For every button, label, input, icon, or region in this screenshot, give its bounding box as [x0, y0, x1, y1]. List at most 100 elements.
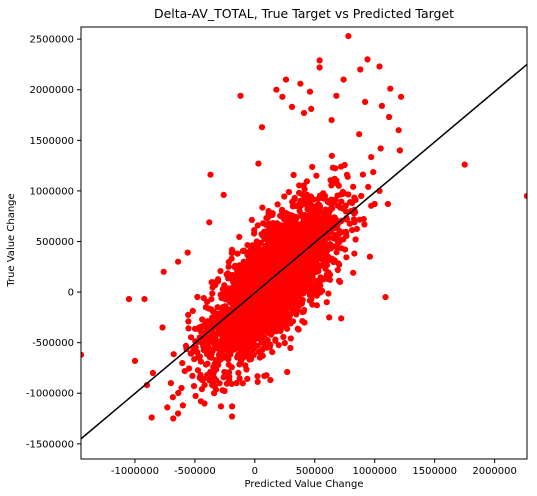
- data-point: [234, 333, 241, 340]
- outlier-point: [377, 145, 384, 152]
- data-point: [347, 199, 354, 206]
- outlier-point: [167, 380, 174, 387]
- data-point: [256, 321, 263, 328]
- data-point: [310, 244, 317, 251]
- data-point: [237, 282, 244, 289]
- data-point: [271, 229, 278, 236]
- data-point: [296, 221, 303, 228]
- outlier-point: [395, 127, 402, 134]
- data-point: [235, 273, 242, 280]
- plot-area: [80, 26, 528, 460]
- x-tick-label: 1000000: [352, 466, 397, 477]
- data-point: [342, 246, 349, 253]
- outlier-point: [149, 369, 156, 377]
- data-point: [241, 316, 248, 323]
- data-point: [215, 315, 222, 322]
- data-point: [269, 349, 276, 356]
- data-point: [256, 354, 263, 361]
- data-point: [285, 271, 292, 278]
- data-point: [296, 280, 303, 287]
- data-point: [220, 374, 227, 381]
- data-point: [295, 303, 302, 310]
- data-point: [236, 375, 243, 382]
- data-point: [263, 267, 270, 274]
- outlier-point: [229, 403, 236, 410]
- data-point: [264, 336, 271, 343]
- outlier-point: [351, 250, 358, 257]
- data-point: [278, 320, 285, 327]
- data-point: [239, 380, 246, 387]
- reference-line-group: [81, 63, 527, 440]
- data-point: [251, 308, 259, 315]
- data-point: [278, 222, 285, 229]
- data-point: [209, 290, 216, 297]
- data-point: [229, 291, 236, 298]
- outlier-point: [323, 299, 330, 306]
- data-point: [211, 330, 218, 337]
- data-point: [352, 236, 359, 243]
- data-point: [247, 258, 254, 265]
- outlier-point: [300, 109, 308, 117]
- data-point: [228, 380, 235, 387]
- data-point: [282, 235, 289, 242]
- data-point: [226, 322, 233, 329]
- data-point: [326, 271, 334, 278]
- outlier-point: [258, 124, 266, 131]
- data-point: [229, 346, 236, 353]
- data-point: [222, 341, 229, 349]
- data-point: [254, 378, 261, 385]
- data-point: [309, 163, 316, 170]
- outlier-point: [273, 86, 280, 93]
- data-point: [219, 286, 226, 293]
- data-point: [205, 350, 212, 358]
- data-point: [253, 281, 260, 288]
- data-point: [229, 341, 236, 348]
- y-axis-label: True Value Change: [6, 193, 17, 287]
- outlier-point: [267, 377, 274, 384]
- data-point: [233, 380, 240, 387]
- data-point: [197, 358, 204, 365]
- outlier-point: [523, 192, 527, 200]
- data-point: [225, 263, 232, 270]
- outlier-point: [356, 131, 363, 138]
- data-point: [278, 308, 285, 315]
- outlier-point: [206, 219, 213, 226]
- data-point: [269, 235, 276, 242]
- data-point: [264, 222, 271, 229]
- data-point: [196, 353, 203, 360]
- x-axis-label: Predicted Value Change: [244, 479, 363, 490]
- data-point: [280, 333, 287, 341]
- data-point: [192, 392, 199, 400]
- data-point: [221, 354, 228, 361]
- y-tick-label: 1000000: [29, 186, 74, 197]
- data-point: [194, 367, 202, 374]
- data-point: [287, 344, 294, 352]
- outlier-point: [148, 414, 155, 421]
- data-point: [244, 242, 251, 249]
- data-point: [196, 374, 203, 381]
- data-point: [223, 337, 230, 344]
- data-point: [195, 338, 202, 345]
- outlier-point: [384, 200, 391, 208]
- data-point: [365, 183, 372, 190]
- y-tick-label: -1000000: [26, 389, 74, 400]
- data-point: [253, 253, 260, 260]
- data-point: [267, 211, 274, 218]
- outlier-point: [284, 368, 291, 376]
- data-point: [203, 338, 210, 345]
- outlier-point: [340, 76, 347, 83]
- outlier-point: [184, 249, 191, 256]
- data-point: [242, 362, 249, 369]
- data-point: [198, 323, 205, 330]
- data-point: [252, 274, 259, 282]
- outlier-point: [366, 253, 373, 260]
- data-point: [258, 273, 265, 280]
- data-point: [332, 165, 339, 172]
- data-point: [278, 213, 285, 220]
- data-point: [226, 298, 233, 306]
- data-point: [361, 221, 368, 228]
- data-point: [228, 255, 235, 262]
- outlier-point: [282, 76, 290, 83]
- data-point: [268, 314, 275, 321]
- data-point: [214, 276, 222, 283]
